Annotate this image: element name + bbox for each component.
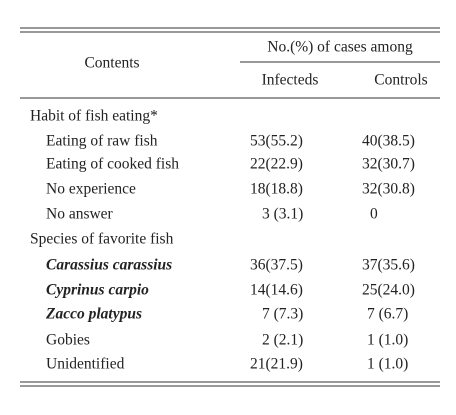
cell: 21(21.9) bbox=[250, 356, 303, 373]
row-label: Gobies bbox=[46, 332, 90, 349]
cell: 32(30.7) bbox=[362, 156, 415, 173]
cell: 7 (7.3) bbox=[262, 306, 303, 323]
row-label: Cyprinus carpio bbox=[46, 282, 149, 299]
row-label: Eating of cooked fish bbox=[46, 156, 179, 173]
cell: 53(55.2) bbox=[250, 133, 303, 150]
cell: 40(38.5) bbox=[362, 133, 415, 150]
row-label: Eating of raw fish bbox=[46, 133, 158, 150]
cell: 0 bbox=[370, 206, 378, 223]
cell: 25(24.0) bbox=[362, 282, 415, 299]
group-header: No.(%) of cases among bbox=[267, 39, 413, 56]
column-header: Controls bbox=[374, 72, 427, 89]
cell: 7 (6.7) bbox=[367, 306, 408, 323]
row-label: No answer bbox=[46, 206, 114, 223]
cell: 1 (1.0) bbox=[367, 332, 408, 349]
cell: 37(35.6) bbox=[362, 257, 415, 274]
cell: 14(14.6) bbox=[250, 282, 303, 299]
column-header: Infecteds bbox=[262, 72, 319, 89]
row-label: Unidentified bbox=[46, 356, 125, 373]
column-header: Contents bbox=[84, 55, 139, 72]
cell: 18(18.8) bbox=[250, 181, 303, 198]
cell: 3 (3.1) bbox=[262, 206, 303, 223]
cell: 32(30.8) bbox=[362, 181, 415, 198]
cell: 36(37.5) bbox=[250, 257, 303, 274]
section-title: Species of favorite fish bbox=[30, 231, 174, 248]
row-label: Zacco platypus bbox=[45, 306, 142, 323]
row-label: No experience bbox=[46, 181, 136, 198]
cell: 2 (2.1) bbox=[262, 332, 303, 349]
cell: 22(22.9) bbox=[250, 156, 303, 173]
row-label: Carassius carassius bbox=[46, 257, 172, 274]
section-title: Habit of fish eating* bbox=[30, 108, 158, 125]
cell: 1 (1.0) bbox=[367, 356, 408, 373]
